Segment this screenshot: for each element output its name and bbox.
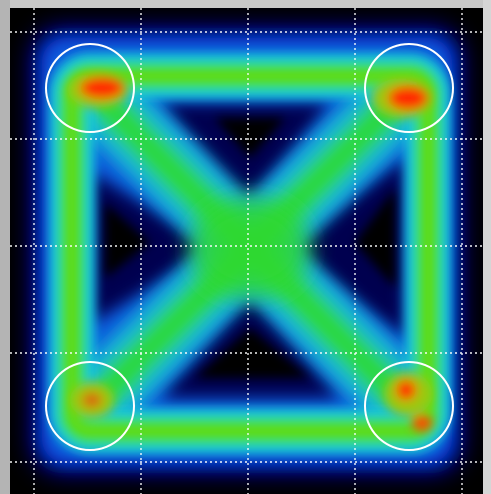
heat-layer-track [49,53,451,454]
corner-marker-top-left[interactable] [45,43,135,133]
heat-layer-hotspots [68,72,432,431]
heatmap-viewport[interactable] [10,8,483,494]
heat-layer-center [190,198,310,298]
viewer-top-border [0,0,491,8]
corner-markers [45,43,454,451]
viewer-right-border [483,0,491,494]
corner-marker-bottom-right[interactable] [364,361,454,451]
heatmap-image [10,8,483,494]
heat-layer-voids-core [105,118,395,378]
grid-overlay [10,8,483,494]
viewer-left-border [0,0,10,494]
corner-marker-bottom-left[interactable] [45,361,135,451]
corner-marker-top-right[interactable] [364,43,454,133]
